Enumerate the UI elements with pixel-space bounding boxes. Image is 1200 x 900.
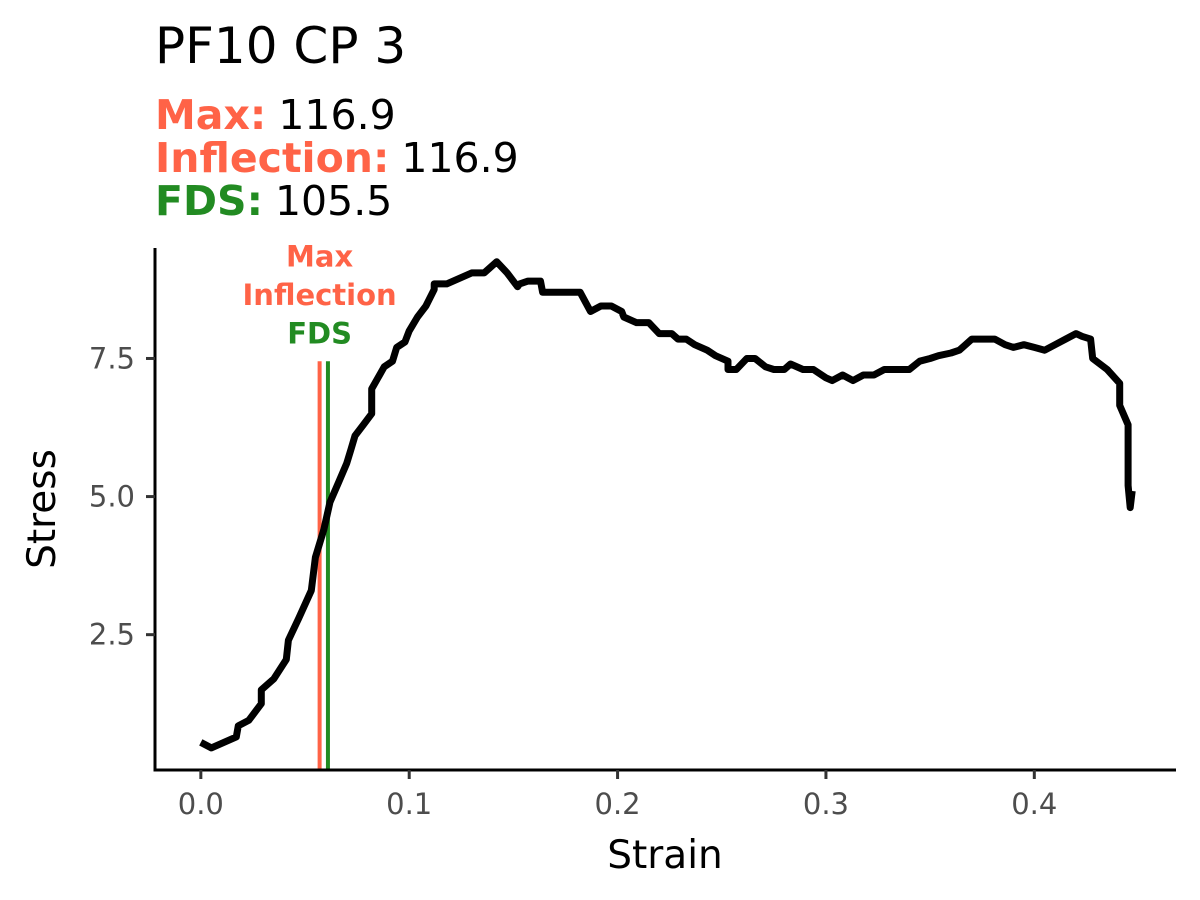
stat-value: 105.5	[275, 177, 392, 225]
x-tick-label: 0.2	[595, 787, 641, 821]
x-tick-label: 0.1	[386, 787, 432, 821]
y-tick-label: 2.5	[89, 618, 135, 652]
stat-value: 116.9	[401, 134, 518, 182]
marker-labels: Max Inflection FDS	[243, 239, 397, 350]
marker-lines	[317, 361, 330, 770]
x-axis-title: Strain	[607, 833, 723, 878]
axes: 0.0 0.1 0.2 0.3 0.4 2.5 5.0 7.5	[89, 248, 1176, 821]
marker-label-fds: FDS	[287, 317, 352, 351]
x-tick-label: 0.3	[803, 787, 849, 821]
x-tick-label: 0.4	[1011, 787, 1057, 821]
y-tick-label: 5.0	[89, 480, 135, 514]
y-ticks: 2.5 5.0 7.5	[89, 341, 155, 652]
stat-label: Inflection:	[155, 134, 389, 182]
stat-line: Max: 116.9	[155, 91, 396, 139]
chart-title: PF10 CP 3	[155, 17, 406, 75]
stat-label: Max:	[155, 91, 266, 139]
y-axis-title: Stress	[20, 449, 65, 569]
y-tick-label: 7.5	[89, 341, 135, 375]
stress-strain-line	[199, 258, 1136, 752]
series-layer	[199, 258, 1136, 752]
x-ticks: 0.0 0.1 0.2 0.3 0.4	[178, 770, 1057, 821]
plot-area: Max Inflection FDS	[199, 239, 1136, 770]
x-tick-label: 0.0	[178, 787, 224, 821]
stat-label: FDS:	[155, 177, 263, 225]
stat-line: FDS: 105.5	[155, 177, 392, 225]
stat-value: 116.9	[278, 91, 395, 139]
stat-line: Inflection: 116.9	[155, 134, 519, 182]
marker-label-max: Max	[286, 239, 353, 273]
marker-label-inflection: Inflection	[243, 278, 397, 312]
